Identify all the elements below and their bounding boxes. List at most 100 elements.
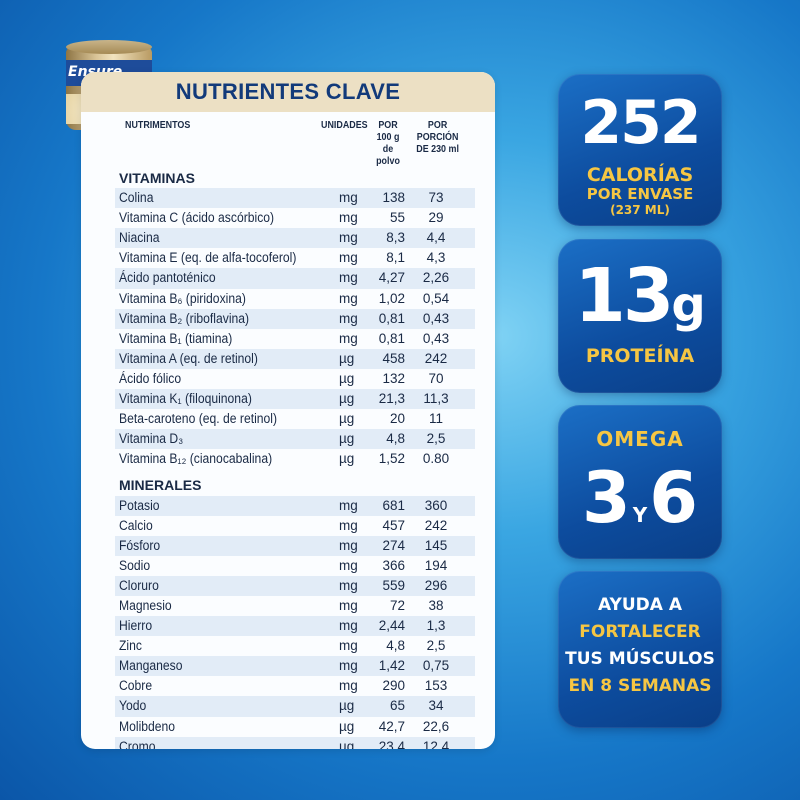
nutrient-unit: mg [339,290,358,306]
value-per-100g: 8,3 [386,230,405,246]
muscle-claim-line-3: TUS MÚSCULOS [565,649,715,669]
table-row: Vitamina D₃ µg 4,8 2,5 [115,429,475,450]
nutrient-unit: µg [339,451,355,467]
table-row: Ácido fólico µg 132 70 [115,369,475,389]
value-per-100g: 4,8 [386,638,405,654]
muscle-claim-line-2: FORTALECER [579,622,701,642]
value-per-100g: 0,81 [378,330,405,346]
value-per-portion: 4,4 [426,230,446,246]
table-row: Calcio mg 457 242 [115,516,475,536]
value-per-100g: 457 [382,517,405,533]
value-per-portion: 0,43 [422,310,450,326]
nutrient-name: Fósforo [119,537,161,553]
value-per-portion: 12,4 [422,738,450,749]
value-per-portion: 0,43 [422,330,450,346]
table-row: Vitamina B₆ (piridoxina) mg 1,02 0,54 [115,289,475,309]
value-per-100g: 559 [382,577,405,593]
nutrient-unit: mg [339,230,358,246]
protein-unit: g [671,277,706,333]
nutrient-name: Beta-caroteno (eq. de retinol) [119,411,278,427]
value-per-portion: 0,54 [422,290,450,306]
table-row: Magnesio mg 72 38 [115,596,475,616]
vitamin-rows: Colina mg 138 73 Vitamina C (ácido ascórbico… [115,188,475,469]
nutrient-name: Molibdeno [119,718,176,734]
table-row: Vitamina B₂ (riboflavina) mg 0,81 0,43 [115,308,475,329]
section-vitamins: VITAMINAS [119,170,195,186]
nutrient-name: Vitamina K₁ (filoquinona) [119,391,252,407]
nutrient-name: Niacina [119,230,160,246]
table-row: Vitamina A (eq. de retinol) µg 458 242 [115,348,475,369]
value-per-portion: 360 [424,497,448,513]
table-row: Colina mg 138 73 [115,188,475,209]
calories-volume: (237 ML) [610,203,670,217]
nutrient-unit: µg [339,718,355,734]
nutrient-name: Calcio [119,517,153,533]
value-per-100g: 4,27 [378,270,405,286]
nutrient-name: Potasio [119,497,160,513]
nutrient-unit: mg [339,250,358,266]
nutrient-name: Manganeso [119,658,183,674]
nutrient-table: VITAMINAS Colina mg 138 73 Vitamina C (ácido… [115,168,475,749]
value-per-100g: 0,81 [378,310,405,326]
protein-value: 13g [574,253,706,339]
value-per-portion: 29 [428,210,444,226]
value-per-portion: 296 [424,577,448,593]
value-per-100g: 20 [389,411,405,427]
value-per-portion: 70 [428,370,444,386]
muscle-claim-line-4: EN 8 SEMANAS [568,676,712,696]
nutrient-unit: µg [339,391,355,407]
nutrient-unit: mg [339,618,358,634]
nutrient-unit: mg [339,517,358,533]
value-per-portion: 1,3 [426,618,446,634]
header-per-100g: POR 100 g de polvo [376,119,400,167]
value-per-100g: 458 [382,350,405,366]
nutrient-name: Hierro [119,618,153,634]
table-row: Beta-caroteno (eq. de retinol) µg 20 11 [115,409,475,429]
header-per-portion: POR PORCIÓN DE 230 ml [416,119,459,155]
protein-label: PROTEÍNA [585,345,695,367]
table-row: Ácido pantoténico mg 4,27 2,26 [115,268,475,289]
nutrient-name: Yodo [119,698,147,714]
table-row: Molibdeno µg 42,7 22,6 [115,717,475,737]
nutrient-unit: mg [339,210,358,226]
value-per-portion: 2,26 [422,270,450,286]
nutrient-unit: mg [339,638,358,654]
value-per-100g: 8,1 [386,250,405,266]
value-per-portion: 194 [424,557,448,573]
nutrient-unit: mg [339,658,358,674]
value-per-100g: 2,44 [378,618,405,634]
nutrient-name: Vitamina B₂ (riboflavina) [119,310,250,326]
nutrient-unit: µg [339,370,355,386]
table-row: Vitamina K₁ (filoquinona) µg 21,3 11,3 [115,389,475,410]
value-per-100g: 72 [389,597,405,613]
nutrient-unit: µg [339,411,355,427]
value-per-100g: 681 [382,497,405,513]
value-per-portion: 145 [424,537,448,553]
calories-sub-label: POR ENVASE [586,185,694,203]
value-per-portion: 11,3 [423,391,449,407]
value-per-portion: 0,75 [422,658,450,674]
nutrient-name: Cloruro [119,577,159,593]
nutrient-unit: mg [339,577,358,593]
value-per-100g: 138 [382,190,405,206]
table-row: Sodio mg 366 194 [115,556,475,576]
muscle-claim-line-1: AYUDA A [598,595,682,615]
table-row: Fósforo mg 274 145 [115,535,475,556]
nutrient-unit: mg [339,557,358,573]
protein-badge: 13g PROTEÍNA [558,239,722,393]
value-per-100g: 366 [382,557,405,573]
value-per-portion: 38 [428,597,444,613]
omega-badge: OMEGA 3 Y6 [558,405,722,559]
header-units: UNIDADES [321,119,368,131]
table-row: Zinc mg 4,8 2,5 [115,636,475,656]
value-per-portion: 242 [424,350,448,366]
value-per-100g: 42,7 [378,718,405,734]
nutrient-unit: µg [339,738,355,749]
nutrient-unit: mg [339,537,358,553]
nutrient-name: Vitamina E (eq. de alfa-tocoferol) [119,250,297,266]
table-row: Potasio mg 681 360 [115,495,475,516]
nutrient-name: Zinc [119,638,142,654]
nutrient-unit: mg [339,190,358,206]
mineral-rows: Potasio mg 681 360 Calcio mg 457 242 Fósforo mg 27… [115,495,475,749]
nutrient-name: Ácido pantoténico [119,270,216,286]
